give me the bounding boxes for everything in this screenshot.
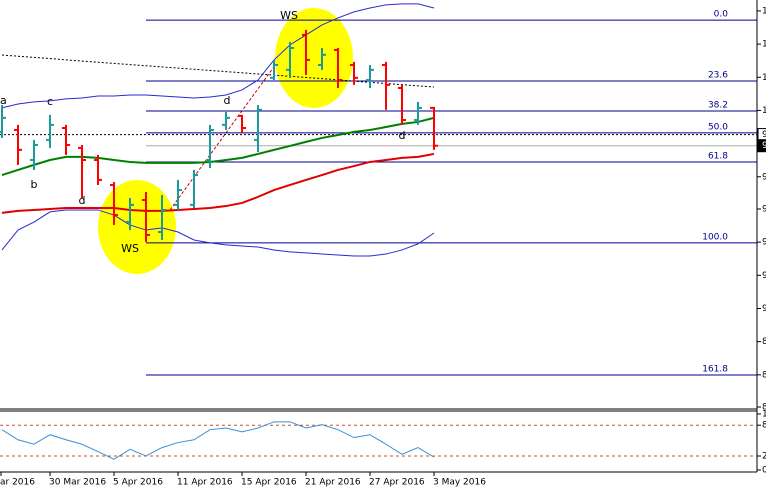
fib-label: 61.8 — [708, 151, 728, 161]
x-tick-label: 11 Apr 2016 — [177, 478, 233, 488]
y-tick-label: 9618.0 — [762, 204, 766, 214]
fib-label: 161.8 — [702, 365, 728, 375]
osc-tick-label: 80 — [762, 421, 766, 431]
y-tick-label: 10123.0 — [762, 106, 766, 116]
indicator-line — [1, 3, 435, 109]
fib-label: 38.2 — [708, 101, 728, 111]
fib-label: 100.0 — [702, 232, 728, 242]
price-label: 9942.3 — [762, 141, 766, 151]
annotation: b — [31, 178, 38, 191]
osc-line — [1, 421, 435, 460]
x-tick-label: 30 Mar 2016 — [49, 478, 106, 488]
y-tick-label: 9108.0 — [762, 304, 766, 314]
annotation: d — [224, 94, 231, 107]
highlight-circle — [275, 8, 353, 108]
x-tick-label: 3 May 2016 — [433, 478, 486, 488]
y-tick-label: 10463.0 — [762, 40, 766, 50]
y-tick-label: 10293.0 — [762, 73, 766, 83]
osc-tick-label: 100 — [762, 410, 766, 420]
y-tick-label: 9278.0 — [762, 271, 766, 281]
y-tick-label: 8768.0 — [762, 370, 766, 380]
price-box — [757, 139, 766, 153]
fib-label: 50.0 — [708, 122, 728, 132]
x-tick-label: ar 2016 — [0, 478, 35, 488]
trend-line — [169, 63, 277, 211]
y-tick-label: 9448.0 — [762, 238, 766, 248]
indicator-line — [1, 152, 435, 214]
indicator-line — [1, 54, 435, 88]
y-tick-label: 8938.0 — [762, 337, 766, 347]
fib-label: 0.0 — [714, 10, 729, 20]
y-tick-label: 10633.0 — [762, 6, 766, 16]
x-tick-label: 21 Apr 2016 — [305, 478, 361, 488]
annotation: WS — [121, 242, 139, 255]
osc-tick-label: 0 — [762, 466, 766, 476]
annotation: c — [47, 95, 53, 108]
x-tick-label: 27 Apr 2016 — [369, 478, 425, 488]
indicator-line — [1, 209, 435, 257]
x-tick-label: 5 Apr 2016 — [113, 478, 163, 488]
annotation: a — [0, 94, 7, 107]
indicator-line — [1, 116, 435, 176]
annotation: d — [399, 129, 406, 142]
x-tick-label: 15 Apr 2016 — [241, 478, 297, 488]
plot: 0.0 23.6 38.2 50.0 61.8 100.0 161.8 a b c d d d WS WS — [0, 3, 757, 376]
y-tick-label: 8603.0 — [762, 403, 766, 413]
price-box — [757, 128, 766, 142]
fib-label: 23.6 — [708, 70, 728, 80]
annotation: WS — [280, 9, 298, 22]
y-tick-label: 9783.0 — [762, 172, 766, 182]
annotation: d — [79, 194, 86, 207]
osc-tick-label: 25 — [762, 452, 766, 462]
